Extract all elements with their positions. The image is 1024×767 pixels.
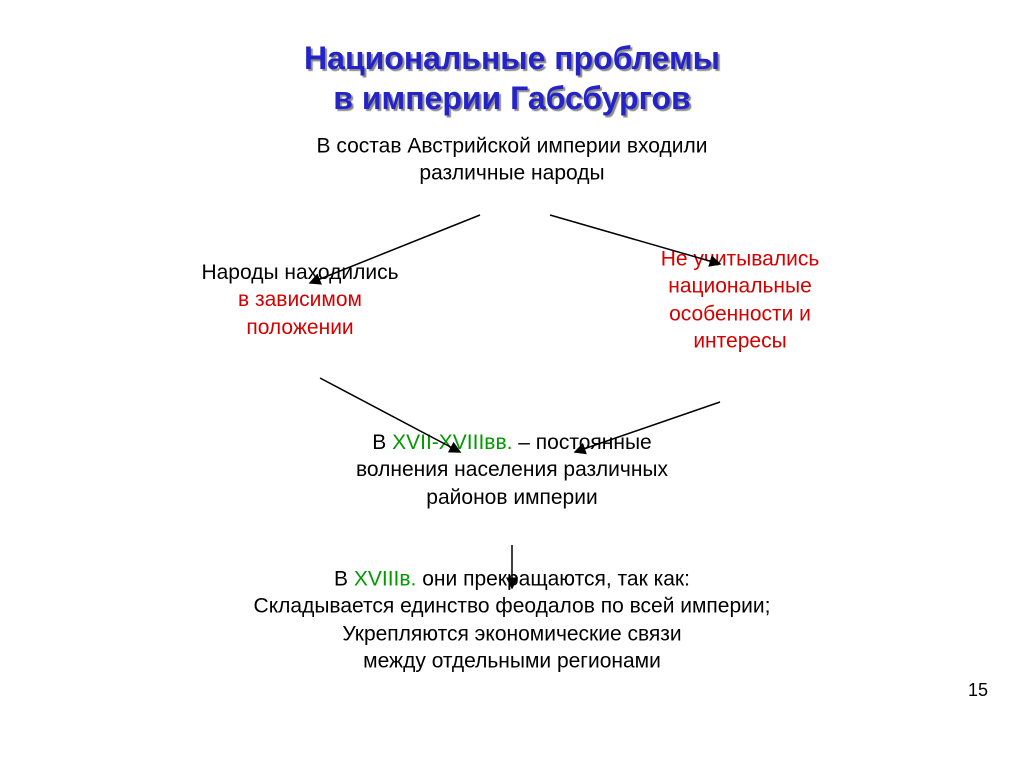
node-bottom: В XVIIIв. они прекращаются, так как: Скл…: [192, 565, 832, 674]
node-middle-line2: волнения населения различных: [356, 458, 668, 481]
node-top: В состав Австрийской империи входили раз…: [262, 133, 762, 188]
node-bottom-suffix: они прекращаются, так как:: [416, 567, 690, 590]
title-line-1: Национальные проблемы: [0, 38, 1024, 78]
node-middle: В XVII-XVIIIвв. – постоянные волнения на…: [292, 429, 732, 511]
node-bottom-line4: между отдельными регионами: [363, 649, 661, 672]
page-number: 15: [968, 680, 988, 701]
node-bottom-period: XVIIIв.: [354, 567, 417, 590]
node-right: Не учитывались национальные особенности …: [610, 245, 870, 354]
node-middle-line3: районов империи: [426, 486, 597, 509]
node-top-line1: В состав Австрийской империи входили: [317, 135, 708, 158]
node-right-line4: интересы: [693, 329, 786, 352]
node-right-line3: особенности и: [669, 302, 811, 325]
node-middle-period: XVII-XVIIIвв.: [392, 431, 512, 454]
node-left-line1: Народы находились: [201, 261, 398, 284]
node-bottom-line3: Укрепляются экономические связи: [342, 622, 681, 645]
node-bottom-line2: Складывается единство феодалов по всей и…: [254, 595, 771, 618]
slide-title: Национальные проблемы в империи Габсбург…: [0, 38, 1024, 118]
node-middle-suffix: – постоянные: [512, 431, 651, 454]
node-right-line1: Не учитывались: [661, 247, 820, 270]
node-left-line3: положении: [246, 316, 353, 339]
node-left-line2: в зависимом: [238, 288, 362, 311]
node-middle-prefix: В: [372, 431, 392, 454]
node-right-line2: национальные: [668, 275, 812, 298]
title-line-2: в империи Габсбургов: [0, 78, 1024, 118]
node-top-line2: различные народы: [419, 162, 604, 185]
node-bottom-prefix: В: [334, 567, 354, 590]
node-left: Народы находились в зависимом положении: [170, 259, 430, 341]
